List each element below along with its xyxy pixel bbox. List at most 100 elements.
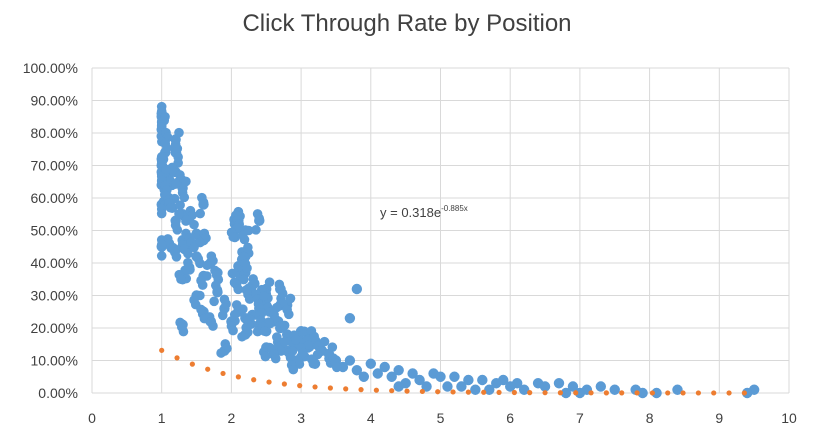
scatter-point — [393, 365, 404, 376]
trendline-dot — [496, 389, 502, 396]
trendline-dot — [465, 389, 471, 395]
scatter-point — [237, 331, 247, 342]
scatter-point — [197, 280, 208, 290]
scatter-point — [372, 368, 383, 379]
scatter-point — [291, 334, 301, 345]
trendline-dot — [435, 389, 441, 395]
trendline-dot — [557, 390, 563, 396]
scatter-point — [189, 242, 199, 253]
scatter-point — [484, 384, 495, 395]
scatter-point — [239, 234, 250, 245]
scatter-point — [178, 326, 189, 337]
x-tick-label: 5 — [437, 410, 445, 426]
trendline-dot — [373, 387, 379, 393]
trendline-layer — [159, 347, 747, 396]
scatter-point — [327, 342, 338, 352]
scatter-point — [393, 381, 404, 392]
y-tick-label: 40.00% — [31, 255, 78, 271]
scatter-point — [216, 348, 226, 358]
scatter-point — [470, 384, 481, 395]
scatter-point — [672, 384, 683, 395]
scatter-point — [171, 252, 182, 262]
scatter-point — [379, 361, 390, 373]
scatter-point — [365, 358, 376, 369]
scatter-point — [238, 304, 248, 314]
scatter-point — [195, 258, 205, 269]
x-tick-label: 8 — [646, 410, 654, 426]
trendline-dot — [281, 381, 287, 387]
trendline-dot — [527, 390, 533, 396]
scatter-point — [279, 336, 290, 347]
trendline-equation-exponent: -0.885x — [441, 204, 468, 213]
scatter-point — [308, 358, 319, 369]
scatter-point — [179, 192, 190, 203]
scatter-point — [228, 325, 238, 336]
scatter-point — [238, 274, 249, 285]
trendline-dot — [220, 370, 226, 377]
scatter-point — [344, 355, 356, 366]
scatter-point — [609, 384, 620, 395]
trendline-dot — [205, 366, 211, 372]
trendline-dot — [450, 389, 456, 395]
trendline-equation: y = 0.318e-0.885x — [380, 204, 468, 220]
scatter-point — [386, 371, 397, 382]
scatter-point — [297, 347, 308, 358]
trendline-dot — [680, 390, 686, 396]
scatter-point — [258, 291, 269, 301]
trendline-dot — [542, 390, 548, 396]
x-tick-label: 2 — [228, 410, 236, 426]
scatter-point — [170, 179, 181, 189]
grid-layer — [91, 67, 790, 394]
scatter-point — [505, 381, 516, 392]
scatter-point — [560, 387, 572, 399]
trendline-dot — [235, 374, 241, 380]
trendline-equation-base: y = 0.318e — [380, 205, 441, 220]
scatter-point — [270, 353, 281, 364]
scatter-point — [161, 164, 171, 175]
scatter-point — [156, 251, 167, 261]
scatter-point — [351, 283, 363, 295]
trendline-dot — [327, 385, 333, 391]
scatter-point — [553, 378, 565, 389]
scatter-point — [567, 381, 579, 392]
scatter-point — [172, 225, 183, 235]
trendline-dot — [711, 390, 717, 396]
trendline-dot — [573, 390, 579, 396]
scatter-point — [264, 277, 275, 287]
trendline-dot — [695, 390, 701, 396]
x-tick-label: 7 — [576, 410, 584, 426]
trendline-dot — [189, 361, 195, 367]
scatter-point — [358, 371, 370, 382]
scatter-point — [208, 321, 218, 331]
y-tick-label: 80.00% — [31, 125, 78, 141]
scatter-point — [407, 368, 418, 379]
trendline-dot — [634, 390, 640, 396]
scatter-point — [574, 387, 586, 399]
x-tick-label: 1 — [158, 410, 166, 426]
scatter-point — [260, 351, 271, 362]
trendline-dot — [649, 390, 655, 396]
trendline-dot — [404, 388, 410, 394]
scatter-point — [331, 362, 342, 373]
scatter-point — [344, 313, 356, 324]
scatter-point — [217, 310, 228, 321]
x-tick-label: 3 — [297, 410, 305, 426]
scatter-point — [284, 309, 294, 320]
scatter-point — [221, 299, 231, 309]
y-tick-label: 0.00% — [38, 385, 78, 401]
x-tick-label: 9 — [715, 410, 723, 426]
x-tick-label: 0 — [88, 410, 96, 426]
scatter-point — [156, 208, 167, 219]
x-tick-label: 4 — [367, 410, 375, 426]
scatter-point — [259, 326, 270, 337]
trendline-dot — [343, 386, 349, 392]
trendline-dot — [297, 383, 303, 389]
scatter-point — [539, 381, 551, 392]
trendline-dot — [511, 389, 517, 396]
scatter-point — [421, 381, 432, 392]
scatter-point — [174, 209, 184, 219]
chart-title: Click Through Rate by Position — [242, 10, 572, 37]
y-tick-label: 100.00% — [23, 60, 78, 76]
trendline-dot — [419, 388, 425, 395]
